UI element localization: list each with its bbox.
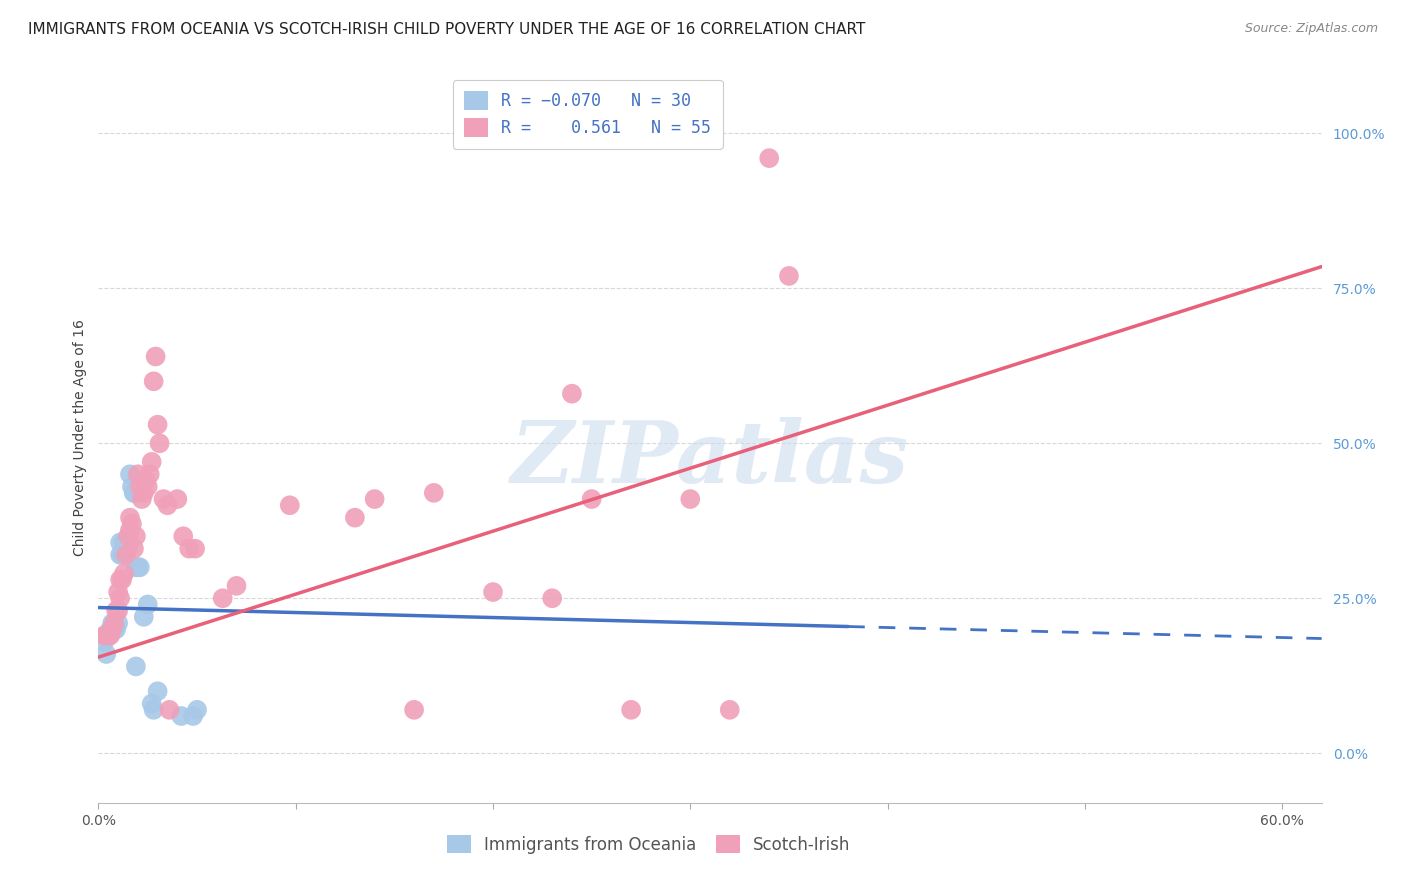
Point	[149, 436, 172, 450]
Point	[103, 622, 125, 636]
Point	[93, 628, 115, 642]
Point	[343, 510, 366, 524]
Point	[132, 610, 155, 624]
Point	[115, 548, 138, 562]
Point	[128, 560, 150, 574]
Point	[121, 480, 143, 494]
Point	[96, 628, 118, 642]
Point	[118, 523, 141, 537]
Y-axis label: Child Poverty Under the Age of 16: Child Poverty Under the Age of 16	[73, 318, 87, 556]
Point	[112, 535, 135, 549]
Point	[118, 467, 141, 482]
Point	[482, 585, 505, 599]
Point	[127, 560, 149, 574]
Point	[107, 615, 129, 630]
Point	[101, 615, 124, 630]
Point	[181, 709, 204, 723]
Point	[561, 386, 583, 401]
Point	[107, 604, 129, 618]
Point	[122, 541, 145, 556]
Point	[125, 529, 148, 543]
Point	[184, 541, 207, 556]
Point	[142, 374, 165, 388]
Point	[108, 535, 131, 549]
Point	[172, 529, 194, 543]
Point	[108, 548, 131, 562]
Point	[159, 703, 181, 717]
Point	[101, 622, 124, 636]
Point	[136, 598, 159, 612]
Point	[97, 628, 120, 642]
Point	[131, 491, 153, 506]
Point	[96, 647, 118, 661]
Point	[112, 566, 135, 581]
Point	[136, 480, 159, 494]
Point	[125, 560, 148, 574]
Point	[620, 703, 643, 717]
Point	[581, 491, 603, 506]
Point	[97, 628, 120, 642]
Point	[758, 151, 780, 165]
Point	[166, 491, 188, 506]
Point	[108, 573, 131, 587]
Point	[125, 659, 148, 673]
Point	[141, 455, 163, 469]
Point	[423, 486, 446, 500]
Point	[107, 585, 129, 599]
Point	[146, 684, 169, 698]
Point	[186, 703, 208, 717]
Point	[363, 491, 385, 506]
Point	[121, 516, 143, 531]
Point	[122, 486, 145, 500]
Text: ZIPatlas: ZIPatlas	[510, 417, 910, 500]
Point	[111, 548, 134, 562]
Point	[179, 541, 201, 556]
Point	[156, 498, 179, 512]
Point	[108, 591, 131, 606]
Point	[132, 486, 155, 500]
Point	[778, 268, 800, 283]
Point	[541, 591, 564, 606]
Point	[211, 591, 233, 606]
Point	[404, 703, 426, 717]
Point	[679, 491, 702, 506]
Point	[278, 498, 301, 512]
Point	[225, 579, 247, 593]
Point	[111, 573, 134, 587]
Point	[127, 467, 149, 482]
Point	[138, 467, 160, 482]
Point	[115, 548, 138, 562]
Point	[105, 604, 128, 618]
Point	[122, 486, 145, 500]
Point	[105, 622, 128, 636]
Point	[170, 709, 193, 723]
Point	[117, 529, 139, 543]
Legend: Immigrants from Oceania, Scotch-Irish: Immigrants from Oceania, Scotch-Irish	[440, 829, 858, 860]
Point	[145, 350, 167, 364]
Point	[152, 491, 174, 506]
Point	[118, 510, 141, 524]
Point	[146, 417, 169, 432]
Point	[141, 697, 163, 711]
Point	[718, 703, 741, 717]
Point	[135, 474, 157, 488]
Point	[103, 615, 125, 630]
Point	[117, 541, 139, 556]
Point	[93, 634, 115, 648]
Point	[98, 628, 121, 642]
Text: IMMIGRANTS FROM OCEANIA VS SCOTCH-IRISH CHILD POVERTY UNDER THE AGE OF 16 CORREL: IMMIGRANTS FROM OCEANIA VS SCOTCH-IRISH …	[28, 22, 866, 37]
Point	[142, 703, 165, 717]
Point	[98, 622, 121, 636]
Point	[128, 480, 150, 494]
Text: Source: ZipAtlas.com: Source: ZipAtlas.com	[1244, 22, 1378, 36]
